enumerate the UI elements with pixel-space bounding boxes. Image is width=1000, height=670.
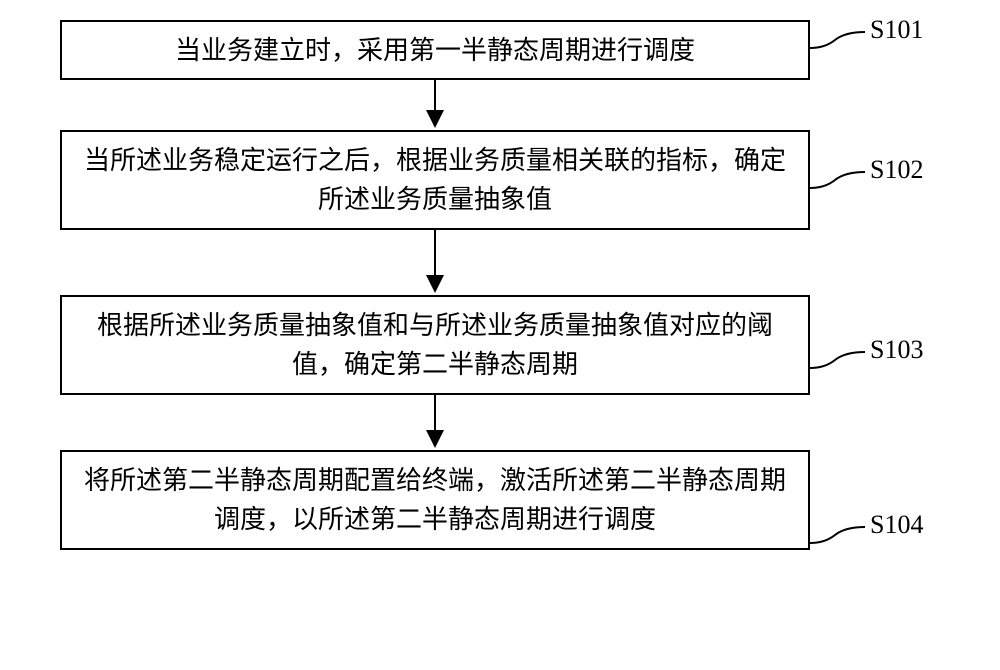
label-s101: S101 bbox=[870, 15, 923, 45]
arrow-head bbox=[426, 110, 444, 128]
arrow-1 bbox=[60, 80, 810, 130]
label-s104: S104 bbox=[870, 510, 923, 540]
arrow-line bbox=[434, 230, 436, 280]
flow-step-s101: 当业务建立时，采用第一半静态周期进行调度 bbox=[60, 20, 810, 80]
connector-s104 bbox=[810, 523, 870, 553]
connector-s101 bbox=[810, 28, 870, 58]
flow-step-text: 根据所述业务质量抽象值和与所述业务质量抽象值对应的阈值，确定第二半静态周期 bbox=[82, 306, 788, 384]
arrow-3 bbox=[60, 395, 810, 450]
arrow-line bbox=[434, 395, 436, 435]
flow-step-s102: 当所述业务稳定运行之后，根据业务质量相关联的指标，确定所述业务质量抽象值 bbox=[60, 130, 810, 230]
arrow-2 bbox=[60, 230, 810, 295]
flow-step-s103: 根据所述业务质量抽象值和与所述业务质量抽象值对应的阈值，确定第二半静态周期 bbox=[60, 295, 810, 395]
label-s102: S102 bbox=[870, 155, 923, 185]
flow-step-s104: 将所述第二半静态周期配置给终端，激活所述第二半静态周期调度，以所述第二半静态周期… bbox=[60, 450, 810, 550]
flow-step-text: 当业务建立时，采用第一半静态周期进行调度 bbox=[175, 31, 695, 70]
flow-step-text: 当所述业务稳定运行之后，根据业务质量相关联的指标，确定所述业务质量抽象值 bbox=[82, 141, 788, 219]
arrow-head bbox=[426, 275, 444, 293]
arrow-head bbox=[426, 430, 444, 448]
label-s103: S103 bbox=[870, 335, 923, 365]
flow-step-text: 将所述第二半静态周期配置给终端，激活所述第二半静态周期调度，以所述第二半静态周期… bbox=[82, 461, 788, 539]
connector-s102 bbox=[810, 168, 870, 198]
connector-s103 bbox=[810, 348, 870, 378]
flowchart-container: 当业务建立时，采用第一半静态周期进行调度 当所述业务稳定运行之后，根据业务质量相… bbox=[60, 20, 940, 550]
